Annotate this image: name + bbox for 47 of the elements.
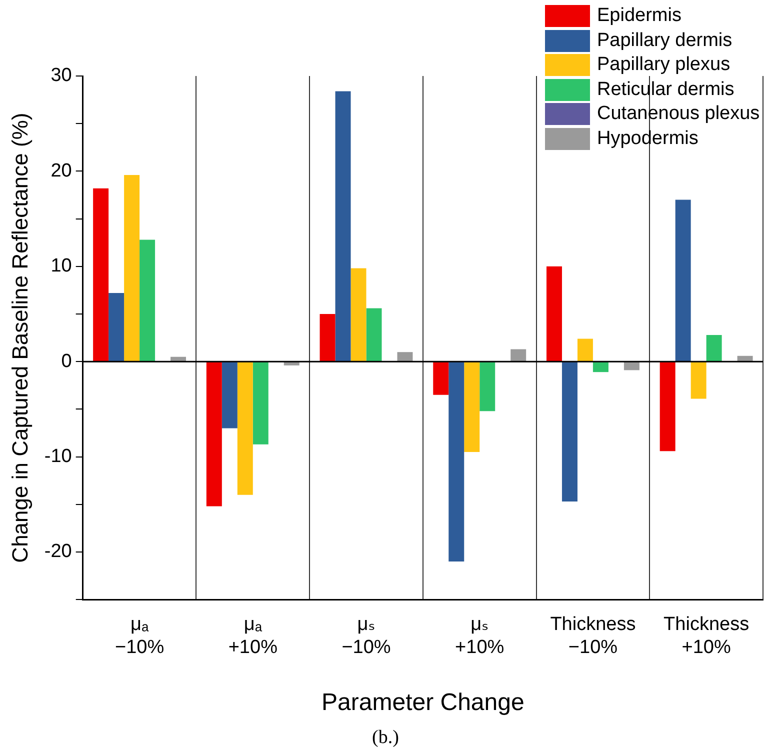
x-tick-label: μₛ −10%: [342, 614, 391, 658]
bar: [510, 349, 526, 362]
bar: [237, 362, 253, 495]
y-axis-title: Change in Captured Baseline Reflectance (%): [7, 112, 32, 563]
bar: [366, 308, 382, 362]
x-tick-label: μₛ +10%: [455, 614, 504, 658]
bar: [222, 362, 238, 428]
bar: [592, 362, 608, 372]
bar: [480, 362, 496, 412]
bar: [675, 200, 691, 362]
y-tick-label: 0: [61, 350, 72, 372]
bar: [170, 356, 186, 362]
legend-label: Papillary plexus: [597, 53, 730, 77]
bar: [320, 314, 336, 362]
bar: [140, 240, 156, 362]
bar: [448, 362, 464, 562]
bar: [690, 362, 706, 399]
bar: [562, 362, 578, 502]
x-tick-label: μₐ −10%: [114, 614, 164, 658]
bar: [397, 352, 413, 362]
bar: [577, 338, 593, 362]
bar: [335, 91, 351, 362]
legend-label: Epidermis: [597, 4, 682, 28]
bar: [206, 362, 222, 506]
bar: [660, 362, 676, 452]
bar: [624, 362, 640, 370]
x-tick-label: Thickness −10%: [550, 614, 636, 658]
x-axis-title: Parameter Change: [322, 689, 524, 716]
x-tick-label: Thickness +10%: [664, 614, 750, 658]
y-tick-label: -20: [44, 541, 72, 562]
bar: [737, 356, 753, 362]
bar: [546, 266, 562, 362]
bar: [252, 362, 268, 444]
y-tick-label: 20: [50, 160, 72, 182]
y-tick-label: -10: [44, 446, 72, 468]
y-tick-label: 10: [50, 256, 72, 277]
legend-label: Papillary dermis: [597, 28, 732, 52]
bar: [108, 293, 124, 362]
bar: [433, 362, 449, 395]
bar: [706, 334, 722, 362]
x-tick-label: μₐ +10%: [228, 614, 278, 658]
bar: [464, 362, 480, 452]
bar: [124, 175, 140, 362]
bar: [93, 188, 109, 362]
bar: [350, 268, 366, 362]
y-tick-label: 30: [50, 65, 72, 86]
text: (b.): [371, 727, 400, 749]
